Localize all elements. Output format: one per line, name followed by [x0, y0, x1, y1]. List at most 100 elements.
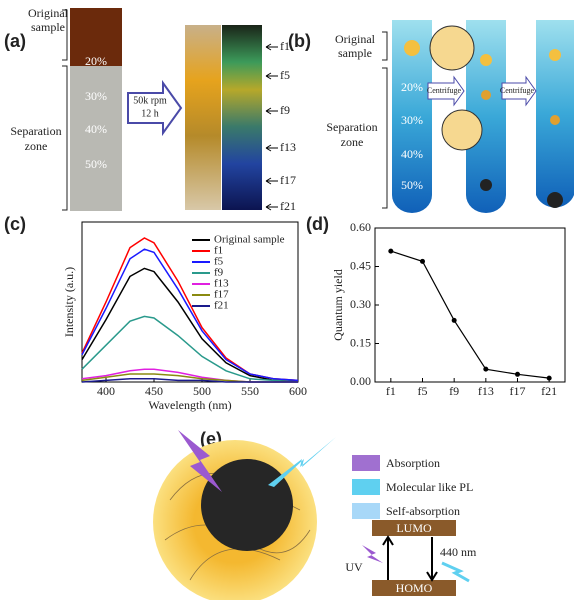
label: Centrifuge	[427, 86, 462, 95]
pl-bolt	[442, 563, 469, 581]
fraction-label: f21	[280, 199, 296, 213]
x-tick-label: f13	[478, 384, 494, 398]
x-tick-label: f21	[541, 384, 557, 398]
label: 12 h	[141, 108, 159, 119]
series-line	[391, 251, 549, 378]
bracket	[62, 66, 67, 210]
particle	[549, 49, 561, 61]
y-tick-label: 0.60	[350, 220, 371, 234]
label: UV	[345, 560, 363, 574]
bracket	[382, 32, 387, 60]
legend-text: Self-absorption	[386, 504, 460, 518]
label: Centrifuge	[500, 86, 535, 95]
pointer	[266, 108, 278, 114]
particle	[480, 179, 492, 191]
legend-text: Absorption	[386, 456, 440, 470]
percent: 50%	[85, 157, 107, 171]
fraction-label: f13	[280, 140, 296, 154]
legend-text: Molecular like PL	[386, 480, 473, 494]
level-label: LUMO	[396, 521, 432, 535]
x-axis-label: Wavelength (nm)	[148, 398, 231, 412]
core	[201, 459, 293, 551]
x-tick-label: 600	[289, 384, 307, 398]
panel-e: Absorption Molecular like PL Self-absorp…	[153, 430, 477, 600]
excitation-arrow	[383, 537, 393, 580]
x-tick-label: f1	[386, 384, 396, 398]
label: Original	[335, 32, 376, 46]
x-tick-label: 500	[193, 384, 211, 398]
pointer	[266, 145, 278, 151]
panel-label: (c)	[4, 214, 26, 234]
legend-swatch	[352, 503, 380, 519]
photo-tube	[222, 25, 262, 210]
x-tick-label: 450	[145, 384, 163, 398]
pointer	[266, 204, 278, 210]
fraction-label: f9	[280, 103, 290, 117]
legend-swatch	[352, 479, 380, 495]
legend-label: Original sample	[214, 234, 285, 246]
panel-label: (a)	[4, 31, 26, 51]
figure: (a) (b) (c) (d) (e) Original sample Sepa…	[0, 0, 575, 600]
percent: 20%	[85, 54, 107, 68]
point	[452, 318, 457, 323]
x-tick-label: 550	[241, 384, 259, 398]
y-tick-label: 0.45	[350, 258, 371, 272]
pointer	[266, 44, 278, 50]
fraction-label: f5	[280, 68, 290, 82]
fraction-label: f1	[280, 39, 290, 53]
particle	[481, 90, 491, 100]
photo-tube	[185, 25, 221, 210]
panel-label: (b)	[288, 31, 311, 51]
percent: 30%	[85, 89, 107, 103]
level-label: HOMO	[396, 581, 433, 595]
label: zone	[25, 139, 48, 153]
panel-a: Original sample Separation zone 20% 30% …	[10, 6, 262, 211]
label: Original	[28, 6, 69, 20]
inset	[442, 110, 482, 150]
y-axis-label: Quantum yield	[331, 269, 345, 341]
particle	[404, 40, 420, 56]
label: zone	[341, 135, 364, 149]
y-tick-label: 0.30	[350, 297, 371, 311]
legend-swatch	[352, 455, 380, 471]
label: sample	[31, 20, 65, 34]
x-tick-label: f17	[510, 384, 526, 398]
label: sample	[338, 46, 372, 60]
plot-frame	[82, 222, 298, 382]
tube-gradient	[70, 66, 122, 211]
tube	[536, 20, 574, 207]
uv-bolt	[362, 545, 383, 563]
point	[547, 376, 552, 381]
pointer	[266, 178, 278, 184]
y-tick-label: 0.00	[350, 374, 371, 388]
emission-arrow	[427, 537, 437, 580]
percent: 40%	[401, 147, 423, 161]
y-tick-label: 0.15	[350, 335, 371, 349]
label: 440 nm	[440, 545, 477, 559]
label: 50k rpm	[133, 95, 167, 106]
series-line	[82, 316, 298, 382]
point	[420, 259, 425, 264]
particle	[550, 115, 560, 125]
x-tick-label: 400	[97, 384, 115, 398]
particle	[480, 54, 492, 66]
fraction-label: f17	[280, 173, 296, 187]
inset	[430, 26, 474, 70]
pointer	[266, 73, 278, 79]
label: Separation	[10, 124, 61, 138]
percent: 50%	[401, 178, 423, 192]
x-tick-label: f9	[449, 384, 459, 398]
percent: 20%	[401, 80, 423, 94]
point	[483, 367, 488, 372]
plot-frame	[375, 228, 565, 382]
percent: 30%	[401, 113, 423, 127]
label: Separation	[326, 120, 377, 134]
percent: 40%	[85, 122, 107, 136]
series-line	[82, 249, 298, 380]
y-axis-label: Intensity (a.u.)	[62, 267, 76, 337]
particle	[547, 192, 563, 208]
series-line	[82, 268, 298, 380]
point	[515, 372, 520, 377]
point	[388, 249, 393, 254]
panel-label: (d)	[306, 214, 329, 234]
